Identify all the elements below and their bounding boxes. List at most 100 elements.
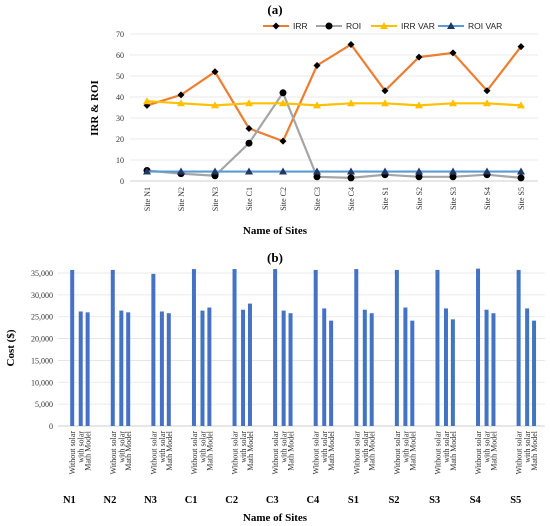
legend-marker: [272, 22, 280, 30]
x-tick-label: Site C4: [347, 187, 356, 211]
bar-label: Math Model: [327, 430, 336, 471]
legend-entry: ROI VAR: [438, 21, 502, 31]
bar: [110, 269, 115, 426]
data-point: [415, 53, 423, 61]
bar: [207, 307, 212, 426]
bar-label: Math Model: [449, 430, 458, 471]
bar: [443, 308, 448, 426]
y-tick-label: 35,000: [31, 269, 53, 278]
bar-label: Math Model: [124, 430, 133, 471]
y-tick-label: 30: [116, 114, 124, 123]
chart-a-ylabel: IRR & ROI: [89, 80, 101, 136]
chart-a-xlabel: Name of Sites: [243, 225, 308, 237]
x-tick-label: Site N1: [143, 187, 152, 211]
bar: [151, 273, 156, 426]
chart-b-y-ticks: 0 5,000 10,000 15,000 20,000 25,000 30,000 35,0…: [31, 269, 53, 431]
chart-a-title: (a): [267, 2, 282, 17]
bar-label: Math Model: [84, 430, 93, 471]
data-point: [313, 62, 321, 69]
y-tick-label: 50: [116, 72, 124, 81]
bar-label: Math Model: [530, 430, 539, 471]
x-tick-label: C4: [306, 495, 320, 506]
chart-b: (b) Name of Sites Cost ($) 0 5,000 10,000 1…: [5, 250, 545, 524]
bar-label: Without solar: [352, 431, 361, 475]
y-tick-label: 0: [49, 422, 53, 431]
series-line: [146, 90, 522, 179]
chart-a-legend: IRR ROI IRR VAR ROI VAR: [263, 21, 502, 31]
x-tick-label: Site S3: [449, 187, 458, 210]
series-irr: [143, 41, 525, 145]
data-point: [313, 101, 321, 109]
data-point: [245, 125, 253, 132]
bar-label: with solar: [117, 431, 126, 463]
bar: [491, 313, 496, 426]
y-tick-label: 5,000: [35, 400, 53, 409]
series-roi-var: [143, 167, 525, 175]
bar-label: Math Model: [489, 430, 498, 471]
data-point: [313, 173, 321, 181]
x-tick-label: Site S1: [381, 187, 390, 210]
x-tick-label: N1: [63, 495, 76, 506]
data-point: [483, 99, 491, 107]
x-tick-label: S3: [429, 495, 440, 506]
bar-label: Without solar: [149, 431, 158, 475]
bar-label: Without solar: [474, 431, 483, 475]
chart-a-y-ticks: 0 10 20 30 40 50 60 70: [116, 30, 124, 186]
bar: [516, 269, 521, 426]
bar-label: Without solar: [433, 431, 442, 475]
x-tick-label: C3: [266, 495, 279, 506]
bar: [354, 269, 359, 426]
y-tick-label: 0: [120, 177, 124, 186]
bar: [191, 269, 196, 426]
data-point: [313, 167, 321, 175]
y-tick-label: 25,000: [31, 313, 53, 322]
data-point: [483, 167, 491, 175]
bar: [484, 309, 489, 426]
bar: [525, 308, 530, 426]
x-tick-label: N2: [104, 495, 117, 506]
data-point: [177, 99, 185, 107]
bar: [247, 303, 252, 426]
x-tick-label: S1: [348, 495, 359, 506]
data-point: [415, 101, 423, 109]
bar-label: Math Model: [165, 430, 174, 471]
x-tick-label: N3: [144, 495, 157, 506]
data-point: [381, 167, 389, 175]
x-tick-label: Site C3: [313, 187, 322, 211]
data-point: [279, 137, 287, 145]
bar-label: Without solar: [231, 431, 240, 475]
bar-label: with solar: [158, 431, 167, 463]
bar-label: Without solar: [109, 431, 118, 475]
bar: [532, 320, 537, 426]
x-tick-label: Site C2: [279, 187, 288, 211]
y-tick-label: 15,000: [31, 356, 53, 365]
legend-entry: IRR VAR: [371, 21, 435, 31]
y-tick-label: 20: [116, 135, 124, 144]
y-tick-label: 20,000: [31, 335, 53, 344]
bar: [288, 313, 293, 426]
x-tick-label: C1: [185, 495, 198, 506]
bar: [369, 313, 374, 426]
bar-label: Without solar: [190, 431, 199, 475]
data-point: [245, 139, 253, 147]
data-point: [347, 41, 355, 48]
bar: [329, 320, 334, 426]
y-tick-label: 10: [116, 156, 124, 165]
data-point: [415, 167, 423, 175]
bar-label: with solar: [239, 431, 248, 463]
chart-b-bars: [70, 268, 537, 426]
series-line: [146, 100, 522, 107]
data-point: [449, 49, 457, 57]
bar: [403, 307, 408, 426]
data-point: [449, 167, 457, 175]
bar: [435, 269, 440, 426]
bar: [70, 269, 75, 426]
legend-label: ROI VAR: [468, 21, 502, 31]
bar: [362, 309, 367, 426]
legend-entry: ROI: [316, 21, 361, 31]
bar-label: with solar: [198, 431, 207, 463]
data-point: [211, 68, 219, 76]
y-tick-label: 30,000: [31, 291, 53, 300]
data-point: [347, 99, 355, 107]
legend-entry: IRR: [263, 21, 308, 31]
